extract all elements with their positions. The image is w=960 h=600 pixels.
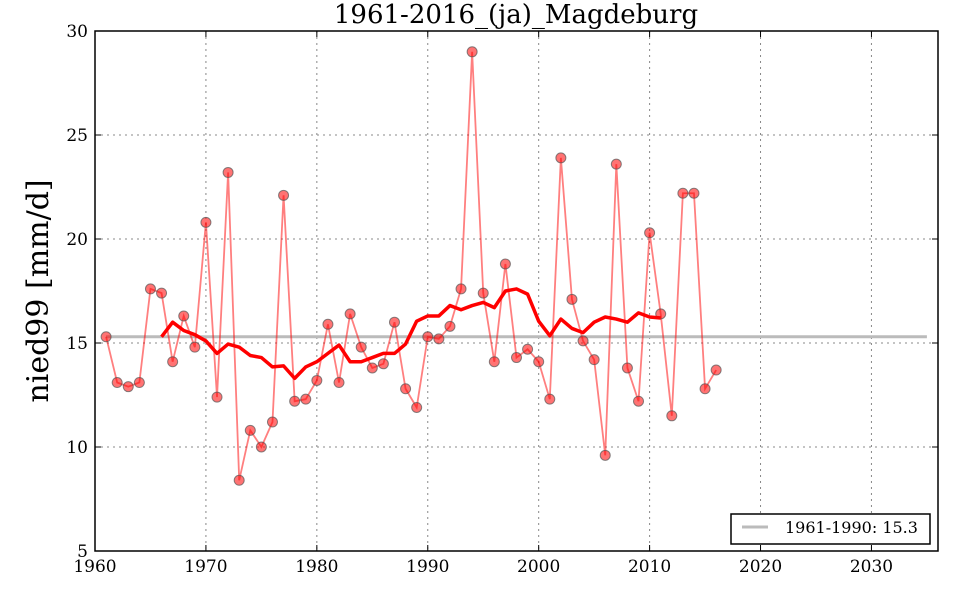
annual-data-point [499,258,511,270]
annual-data-point [377,358,389,370]
plot-frame [94,30,939,552]
annual-data-point [577,335,589,347]
annual-data-point [322,318,334,330]
annual-data-point [444,320,456,332]
annual-data-point [688,187,700,199]
annual-data-point [455,283,467,295]
annual-data-point [178,310,190,322]
annual-data-point [233,474,245,486]
annual-data-point [477,287,489,299]
legend-box [730,513,931,545]
annual-data-point [344,308,356,320]
annual-data-point [244,424,256,436]
annual-data-point [289,395,301,407]
annual-data-point [189,341,201,353]
annual-data-point [666,410,678,422]
annual-data-point [710,364,722,376]
y-tick-label: 25 [66,126,88,146]
annual-data-point [599,449,611,461]
annual-data-point [610,158,622,170]
annual-data-point [255,441,267,453]
annual-data-point [211,391,223,403]
annual-series-line [105,51,717,481]
axis-ticks: 1960 1970 1980 1990 2000 2010 2020 2030 5 10 15 20 2… [66,22,938,577]
annual-data-point [433,333,445,345]
annual-data-point [566,293,578,305]
annual-data-point [300,393,312,405]
x-tick-label: 2000 [517,557,560,577]
annual-data-point [222,166,234,178]
annual-data-point [633,395,645,407]
x-tick-label: 2010 [628,557,671,577]
annual-data-point [156,287,168,299]
annual-data-point [200,216,212,228]
moving-average-line [160,287,661,381]
chart-title: 1961-2016_(ja)_Magdeburg [334,0,698,30]
annual-data-point [522,343,534,355]
grid [95,31,938,551]
legend-label-baseline: 1961-1990: 15.3 [785,518,918,537]
y-axis-label: nied99 [mm/d] [21,179,56,402]
x-tick-label: 1970 [184,557,227,577]
annual-data-point [167,356,179,368]
annual-data-point [699,383,711,395]
annual-data-point [100,331,112,343]
x-tick-label: 2020 [739,557,782,577]
annual-data-point [388,316,400,328]
annual-data-point [411,401,423,413]
x-tick-label: 1960 [73,557,116,577]
y-tick-label: 20 [66,230,88,250]
annual-data-point [366,362,378,374]
annual-data-point [122,381,134,393]
annual-data-point [588,354,600,366]
annual-data-point [422,331,434,343]
annual-data-point [355,341,367,353]
x-tick-label: 1990 [406,557,449,577]
annual-data-point [466,46,478,58]
annual-data-point [533,356,545,368]
annual-data-point [677,187,689,199]
annual-data-point [511,352,522,364]
annual-data-point [488,356,500,368]
annual-data-point [333,377,345,389]
annual-data-point [278,189,290,201]
annual-data-point [311,374,323,386]
annual-data-point [644,227,656,239]
y-tick-label: 5 [77,542,88,562]
annual-data-point [111,377,123,389]
y-tick-label: 10 [66,438,88,458]
annual-data-point [621,362,633,374]
x-tick-label: 1980 [295,557,338,577]
x-tick-label: 2030 [850,557,893,577]
annual-data-point [133,377,145,389]
y-tick-label: 30 [66,22,88,42]
annual-data-point [266,416,278,428]
y-tick-label: 15 [66,334,88,354]
annual-data-point [544,393,556,405]
annual-data-point [400,383,412,395]
plot-marks [100,46,927,486]
annual-data-point [144,283,156,295]
annual-data-point [555,152,567,164]
legend: 1961-1990: 15.3 [730,513,931,545]
